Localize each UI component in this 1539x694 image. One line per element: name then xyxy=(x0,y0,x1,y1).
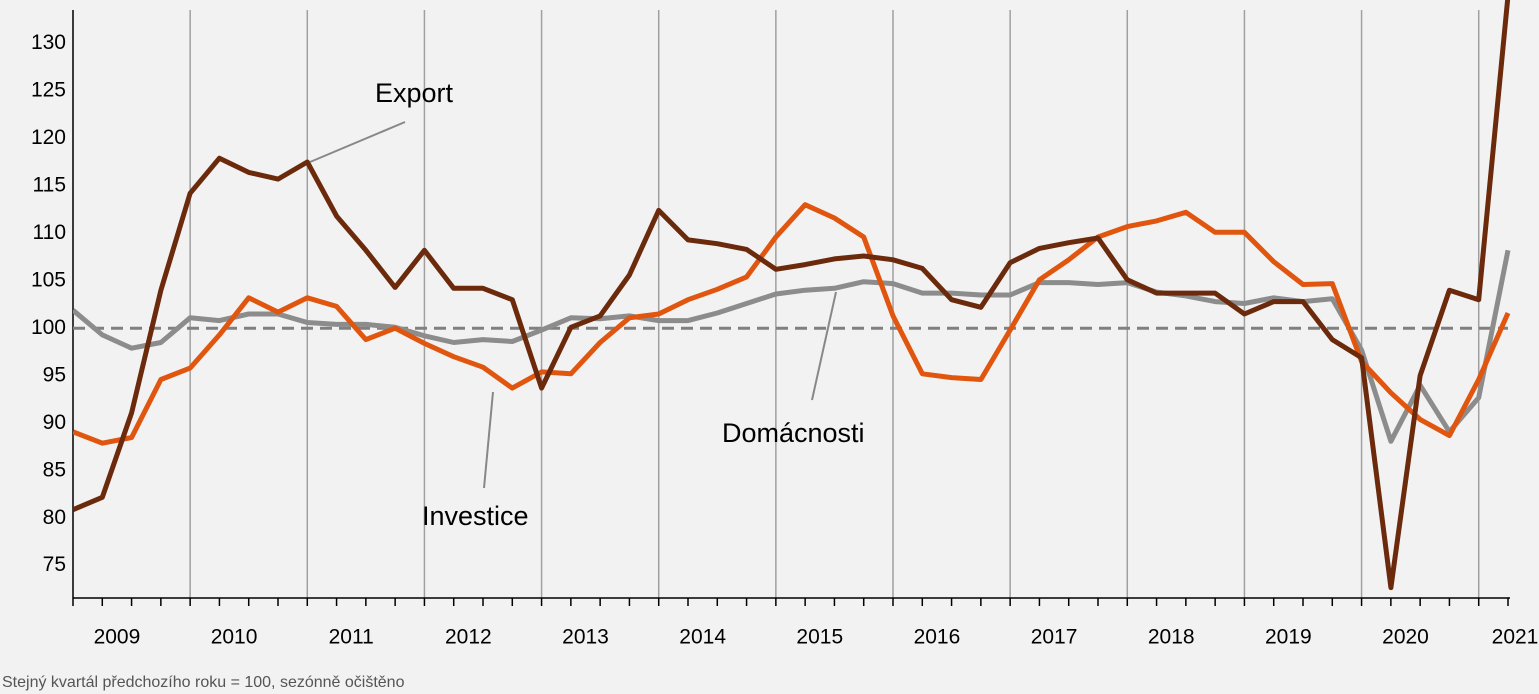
x-tick-label: 2009 xyxy=(94,626,141,649)
leader-line xyxy=(309,121,406,163)
y-tick-label: 90 xyxy=(43,411,66,434)
x-tick-label: 2013 xyxy=(562,626,609,649)
plot xyxy=(73,0,1511,591)
x-tick-label: 2017 xyxy=(1031,626,1078,649)
series-line xyxy=(73,249,1511,444)
x-tick-label: 2021 xyxy=(1492,626,1539,649)
note: Stejný kvartál předchozího roku = 100, s… xyxy=(2,674,405,691)
y-tick-label: 100 xyxy=(31,316,66,339)
y-tick-label: 105 xyxy=(31,268,66,291)
x-tick-label: 2010 xyxy=(211,626,258,649)
x-tick-label: 2016 xyxy=(914,626,961,649)
grid: 2009 2010 2011 2012 2013 2014 2015 2016 2017 2018… xyxy=(31,10,1538,649)
series-label: Export xyxy=(375,78,454,108)
x-tick-label: 2018 xyxy=(1148,626,1195,649)
series-label: Investice xyxy=(422,501,529,531)
x-tick-label: 2014 xyxy=(679,626,726,649)
y-tick-label: 130 xyxy=(31,31,66,54)
x-tick-label: 2020 xyxy=(1382,626,1429,649)
y-tick-label: 95 xyxy=(43,363,66,386)
leader-line xyxy=(483,391,494,489)
series-line xyxy=(73,202,1511,446)
leader-line xyxy=(811,291,837,401)
x-tick-label: 2012 xyxy=(445,626,492,649)
y-tick-label: 125 xyxy=(31,78,66,101)
y-tick-label: 80 xyxy=(43,506,66,529)
x-tick-label: 2019 xyxy=(1265,626,1312,649)
y-tick-label: 75 xyxy=(43,553,66,576)
y-tick-label: 120 xyxy=(31,126,66,149)
x-tick-label: 2015 xyxy=(796,626,843,649)
series-label: Domácnosti xyxy=(722,418,865,448)
y-tick-label: 115 xyxy=(33,173,66,196)
y-tick-label: 110 xyxy=(33,221,66,244)
x-tick-label: 2011 xyxy=(329,626,374,649)
series-line xyxy=(73,0,1511,591)
y-tick-label: 85 xyxy=(43,458,66,481)
